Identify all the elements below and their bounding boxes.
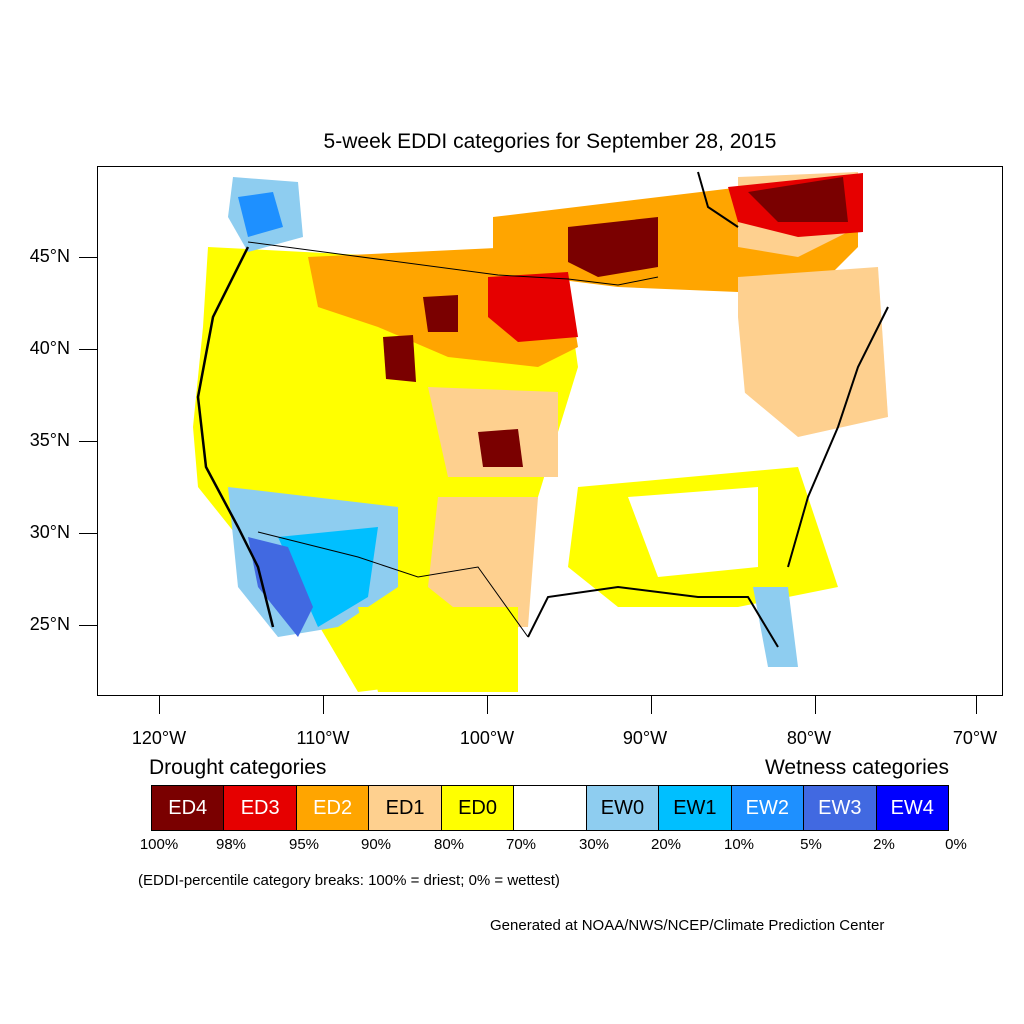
- baja-ew3-region: [248, 537, 313, 637]
- pct-label: 100%: [139, 836, 179, 853]
- drought-categories-title: Drought categories: [149, 756, 327, 779]
- eddi-map: [97, 166, 1003, 696]
- lon-tick: [651, 696, 652, 714]
- lon-label-90: 90°W: [622, 728, 668, 748]
- wetness-categories-title: Wetness categories: [764, 756, 949, 779]
- northeast-light-region: [738, 267, 888, 437]
- great-lakes-white-region: [588, 317, 748, 467]
- legend-box-ew2: EW2: [731, 786, 805, 830]
- kansas-dark-region: [478, 429, 523, 467]
- dakotas-red-region: [488, 272, 578, 342]
- lon-label-80: 80°W: [786, 728, 832, 748]
- southeast-white-region: [628, 487, 758, 577]
- pct-label: 30%: [578, 836, 610, 853]
- lon-label-70: 70°W: [952, 728, 998, 748]
- legend-box-ew4: EW4: [876, 786, 948, 830]
- legend-box-normal: [514, 786, 587, 830]
- us-canada-border: [247, 241, 659, 286]
- montana-dark-region: [423, 295, 458, 332]
- map-title: 5-week EDDI categories for September 28,…: [323, 130, 777, 153]
- us-mexico-border: [257, 531, 529, 638]
- lon-label-100: 100°W: [459, 728, 515, 748]
- lat-tick: [79, 441, 97, 442]
- map-canvas: [193, 171, 889, 692]
- mexico-yellow-region: [358, 607, 518, 692]
- pct-label: 80%: [433, 836, 465, 853]
- lon-tick: [323, 696, 324, 714]
- pct-label: 10%: [723, 836, 755, 853]
- quebec-dark-region: [748, 177, 848, 222]
- southwest-ew1-region: [278, 527, 378, 627]
- category-note: (EDDI-percentile category breaks: 100% =…: [138, 872, 560, 889]
- east-coast: [787, 306, 889, 568]
- lat-tick: [79, 257, 97, 258]
- pct-label: 20%: [650, 836, 682, 853]
- legend-box-ew3: EW3: [804, 786, 877, 830]
- ontario-dark-region: [568, 217, 658, 277]
- pct-label: 95%: [288, 836, 320, 853]
- lon-label-120: 120°W: [131, 728, 187, 748]
- lat-label-35: 35°N: [29, 430, 70, 450]
- pct-label: 90%: [360, 836, 392, 853]
- pct-label: 0%: [945, 836, 967, 853]
- pct-label: 70%: [505, 836, 537, 853]
- legend-box-ed0: ED0: [441, 786, 515, 830]
- hudson-bay-coast: [697, 171, 739, 228]
- legend-box-ew1: EW1: [659, 786, 732, 830]
- texas-light-region: [428, 497, 538, 627]
- lat-label-45: 45°N: [29, 246, 70, 266]
- lat-tick: [79, 533, 97, 534]
- legend-box-ed1: ED1: [369, 786, 442, 830]
- boundary-lines: [196, 171, 889, 648]
- legend-box-ed2: ED2: [296, 786, 370, 830]
- lat-label-30: 30°N: [29, 522, 70, 542]
- legend-box-ed4: ED4: [152, 786, 225, 830]
- lon-tick: [487, 696, 488, 714]
- category-fill-layer: [193, 172, 888, 692]
- florida-wet-region: [753, 587, 798, 667]
- credit-line: Generated at NOAA/NWS/NCEP/Climate Predi…: [490, 917, 885, 934]
- lat-tick: [79, 349, 97, 350]
- lon-label-110: 110°W: [296, 728, 350, 748]
- west-coast: [196, 246, 275, 628]
- wyoming-dark-region: [383, 335, 416, 382]
- pct-label: 98%: [215, 836, 247, 853]
- pacific-nw-ew2-region: [238, 192, 283, 237]
- lat-label-40: 40°N: [29, 338, 70, 358]
- pct-label: 5%: [800, 836, 822, 853]
- category-legend-bar: ED4 ED3 ED2 ED1 ED0 EW0 EW1 EW2 EW3 EW4: [151, 785, 949, 831]
- lon-tick: [159, 696, 160, 714]
- lat-tick: [79, 625, 97, 626]
- lon-tick: [976, 696, 977, 714]
- pct-label: 2%: [873, 836, 895, 853]
- gulf-coast: [527, 585, 779, 648]
- legend-box-ed3: ED3: [224, 786, 297, 830]
- legend-box-ew0: EW0: [586, 786, 660, 830]
- lat-label-25: 25°N: [29, 614, 70, 634]
- lon-tick: [815, 696, 816, 714]
